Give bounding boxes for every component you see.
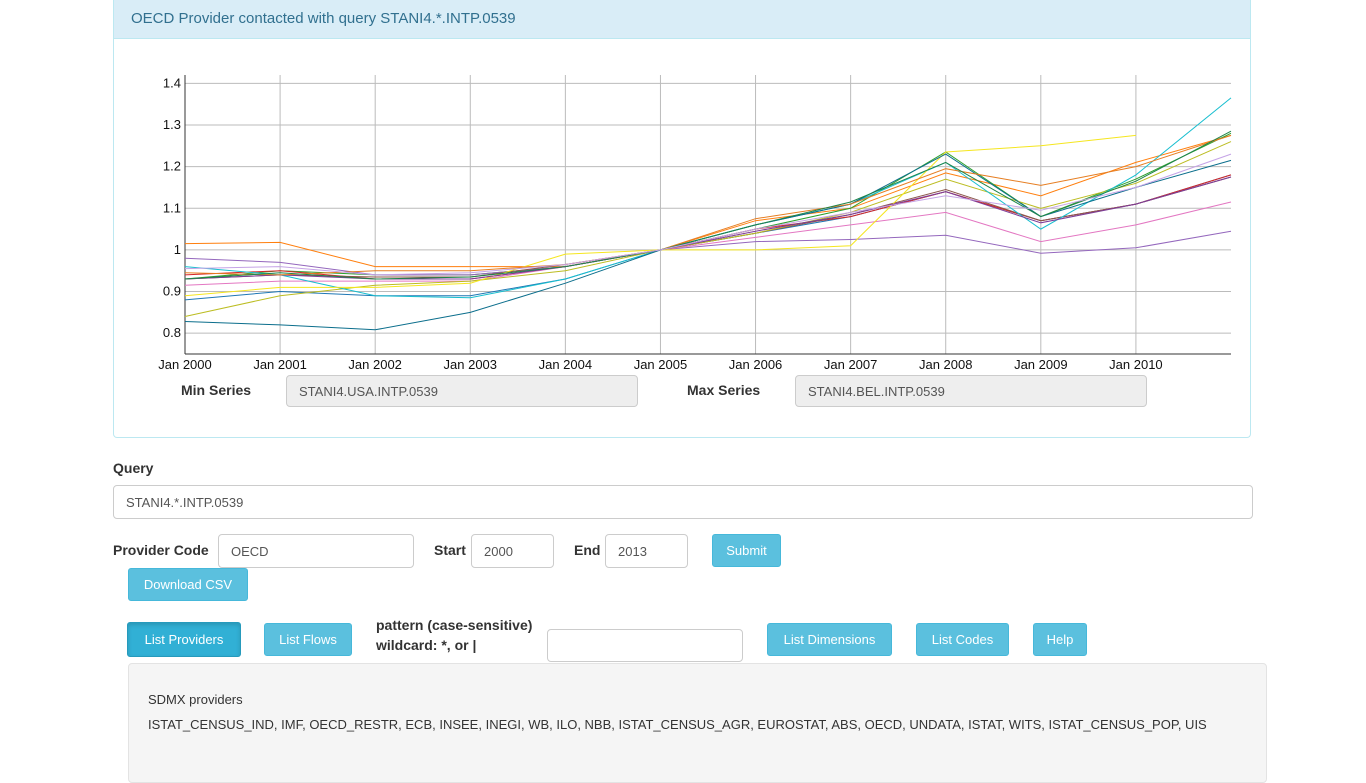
y-tick-label: 0.9	[163, 284, 181, 299]
series-line-6	[184, 201, 1232, 286]
series-line-13	[184, 130, 1232, 280]
pattern-label-line2: wildcard: *, or |	[376, 637, 477, 653]
max-series-label: Max Series	[687, 382, 761, 398]
start-input[interactable]	[471, 534, 554, 568]
help-button[interactable]: Help	[1033, 623, 1087, 656]
query-input[interactable]	[113, 485, 1253, 519]
series-line-1	[184, 134, 1232, 268]
series-line-4	[184, 230, 1232, 276]
x-tick-label: Jan 2009	[1014, 357, 1068, 372]
series-line-8	[184, 97, 1232, 299]
series-line-11	[184, 176, 1232, 280]
end-input[interactable]	[605, 534, 688, 568]
start-label: Start	[434, 542, 466, 558]
list-providers-button[interactable]: List Providers	[127, 622, 241, 657]
download-csv-button[interactable]: Download CSV	[128, 568, 248, 601]
y-tick-label: 1.1	[163, 200, 181, 215]
list-dimensions-button[interactable]: List Dimensions	[767, 623, 892, 656]
provider-code-input[interactable]	[218, 534, 414, 568]
x-tick-label: Jan 2001	[253, 357, 307, 372]
panel-heading: OECD Provider contacted with query STANI…	[113, 0, 1251, 39]
y-tick-label: 1.3	[163, 117, 181, 132]
list-flows-button[interactable]: List Flows	[264, 623, 352, 656]
max-series-field: STANI4.BEL.INTP.0539	[795, 375, 1147, 407]
series-line-3	[184, 174, 1232, 280]
x-tick-label: Jan 2003	[444, 357, 498, 372]
x-tick-label: Jan 2007	[824, 357, 878, 372]
line-chart: Jan 2000 Jan 2001 Jan 2002 Jan 2003 Jan 2004…	[158, 75, 1232, 372]
y-tick-label: 1.2	[163, 159, 181, 174]
min-series-label: Min Series	[181, 382, 252, 398]
x-tick-label: Jan 2008	[919, 357, 973, 372]
chart-panel: OECD Provider contacted with query STANI…	[113, 0, 1251, 438]
submit-button[interactable]: Submit	[712, 534, 781, 567]
panel-title: OECD Provider contacted with query STANI…	[131, 10, 516, 27]
y-tick-label: 1.4	[163, 75, 181, 90]
result-text: ISTAT_CENSUS_IND, IMF, OECD_RESTR, ECB, …	[148, 717, 1207, 732]
x-tick-label: Jan 2002	[348, 357, 402, 372]
pattern-label-line1: pattern (case-sensitive)	[376, 617, 533, 633]
min-series-field: STANI4.USA.INTP.0539	[286, 375, 638, 407]
y-tick-label: 0.8	[163, 325, 181, 340]
series-line-7	[184, 141, 1232, 317]
series-line-12	[184, 134, 1232, 276]
query-label: Query	[113, 460, 154, 476]
pattern-input[interactable]	[547, 629, 743, 662]
series-line-14	[184, 153, 1232, 276]
result-title: SDMX providers	[148, 692, 243, 707]
x-tick-label: Jan 2010	[1109, 357, 1163, 372]
y-tick-label: 1	[174, 242, 181, 257]
x-tick-label: Jan 2005	[634, 357, 688, 372]
result-well: SDMX providers ISTAT_CENSUS_IND, IMF, OE…	[128, 663, 1267, 783]
x-tick-label: Jan 2006	[729, 357, 783, 372]
x-tick-label: Jan 2000	[158, 357, 212, 372]
list-codes-button[interactable]: List Codes	[916, 623, 1009, 656]
end-label: End	[574, 542, 601, 558]
series-line-5	[184, 176, 1232, 280]
x-tick-label: Jan 2004	[539, 357, 593, 372]
provider-code-label: Provider Code	[113, 542, 209, 558]
